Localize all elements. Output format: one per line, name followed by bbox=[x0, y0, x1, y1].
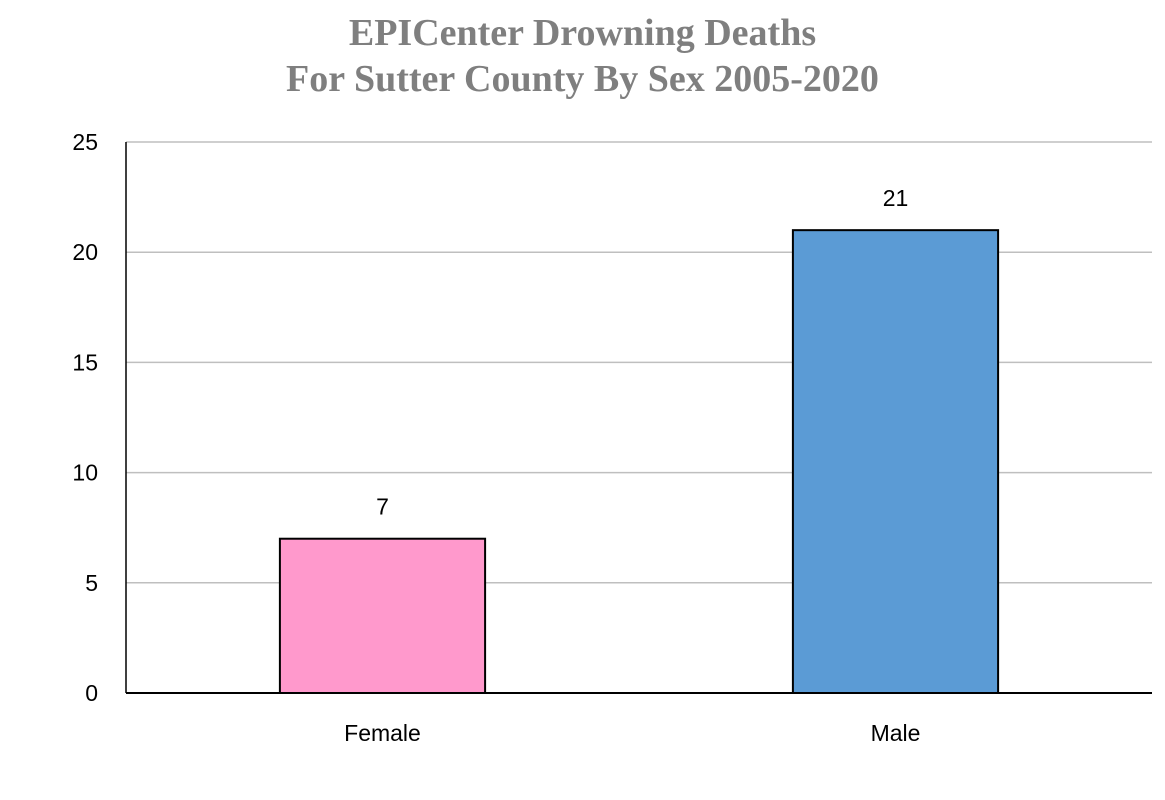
y-tick-label: 10 bbox=[72, 460, 98, 486]
y-tick-label: 5 bbox=[85, 570, 98, 596]
y-tick-label: 15 bbox=[72, 349, 98, 375]
data-label-female: 7 bbox=[376, 494, 389, 520]
x-tick-label-female: Female bbox=[344, 720, 421, 746]
chart-title-line-1: EPICenter Drowning Deaths bbox=[348, 12, 817, 54]
bar-female bbox=[278, 537, 487, 694]
y-tick-label: 25 bbox=[72, 129, 98, 155]
data-label-male: 21 bbox=[883, 185, 909, 211]
bar-male bbox=[791, 229, 1000, 694]
y-tick-label: 20 bbox=[72, 239, 98, 265]
chart-title: EPICenter Drowning Deaths For Sutter Cou… bbox=[0, 10, 1165, 102]
bars bbox=[278, 229, 1000, 694]
x-tick-label-male: Male bbox=[871, 720, 921, 746]
y-tick-label: 0 bbox=[85, 680, 98, 706]
axes bbox=[125, 142, 1152, 694]
labels: 0 5 10 15 20 25 7 Female 21 Male bbox=[72, 129, 920, 746]
chart-title-line-2: For Sutter County By Sex 2005-2020 bbox=[286, 58, 879, 100]
